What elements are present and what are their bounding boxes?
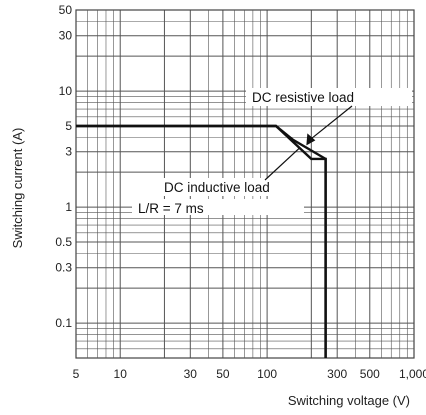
y-tick-label: 5 — [65, 119, 72, 133]
x-axis-title: Switching voltage (V) — [288, 393, 410, 408]
y-tick-label: 0.1 — [55, 316, 72, 330]
x-tick-label: 30 — [184, 367, 198, 381]
annotation-label: L/R = 7 ms — [138, 201, 204, 216]
tick-label-layer: 5 10 30 50 100 300 500 1,000 0.1 0.3 0.5 1 3 5 10 30 50 — [55, 3, 426, 381]
annotation-label: DC resistive load — [252, 90, 354, 105]
annotation-bg — [158, 178, 306, 196]
y-tick-label: 30 — [59, 29, 73, 43]
annotation-leader — [264, 148, 300, 181]
x-tick-label: 10 — [114, 367, 128, 381]
y-tick-label: 0.5 — [55, 235, 72, 249]
plot-frame — [75, 9, 415, 359]
x-tick-label: 1,000 — [399, 367, 426, 381]
y-tick-label: 50 — [59, 3, 73, 17]
y-tick-label: 1 — [65, 200, 72, 214]
y-tick-label: 3 — [65, 145, 72, 159]
annotation-layer: DC resistive load DC inductive load L/R = … — [132, 88, 412, 216]
y-tick-label: 0.3 — [55, 261, 72, 275]
x-tick-label: 50 — [216, 367, 230, 381]
annotation-leader — [309, 105, 353, 140]
series-line-2 — [76, 124, 327, 358]
series-layer — [76, 124, 327, 358]
y-axis-title: Switching current (A) — [10, 128, 25, 249]
x-tick-label: 100 — [257, 367, 277, 381]
annotation-bg — [246, 88, 412, 106]
annotation-bg — [132, 199, 304, 215]
annotation-arrowhead — [306, 133, 316, 146]
annotation-label: DC inductive load — [164, 180, 270, 195]
x-tick-label: 5 — [73, 367, 80, 381]
x-tick-label: 500 — [360, 367, 380, 381]
y-tick-label: 10 — [59, 84, 73, 98]
x-tick-label: 300 — [327, 367, 347, 381]
